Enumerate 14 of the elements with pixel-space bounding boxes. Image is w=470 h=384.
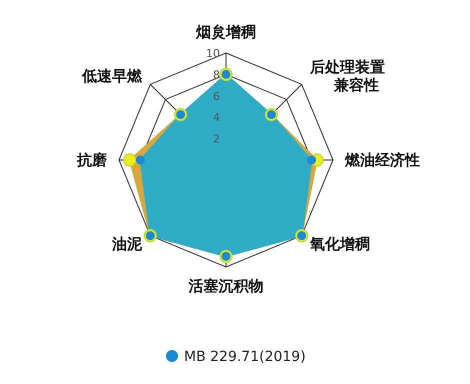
spoke-label: 燃油经济性	[344, 151, 420, 169]
y-tick-label: 10	[206, 47, 220, 60]
y-tick-label: 4	[213, 111, 220, 124]
spoke-label: 氧化增稠	[309, 235, 370, 254]
y-tick-label: 8	[213, 68, 220, 82]
spoke-label: 烟炱增稠	[195, 23, 256, 41]
spoke-label: 抗磨	[76, 151, 108, 169]
spoke-label: 油泥	[110, 235, 143, 254]
y-tick-label: 6	[213, 90, 220, 103]
spoke-label: 活塞沉积物	[188, 277, 264, 295]
spoke-label: 低速早燃	[80, 66, 143, 85]
y-tick-label: 2	[213, 132, 220, 146]
legend: MB 229.71(2019)	[166, 349, 306, 365]
spoke-label: 后处理装置兼容性	[309, 58, 386, 94]
